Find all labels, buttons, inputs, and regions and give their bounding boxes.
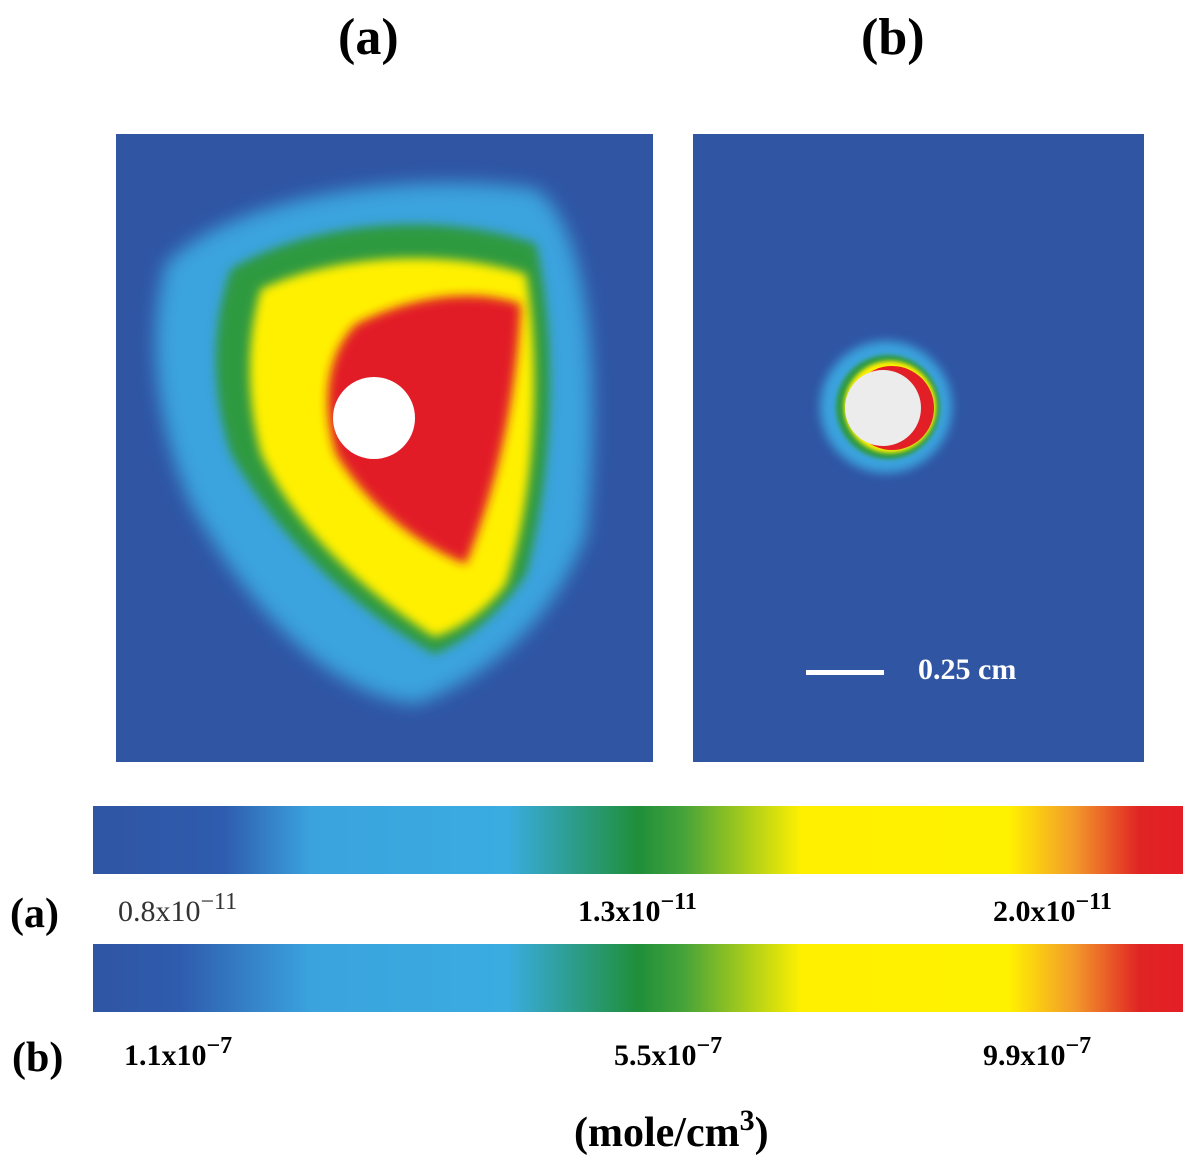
- panel-b-title: (b): [861, 9, 925, 66]
- concentration-map-b: [693, 134, 1144, 762]
- colorbar-a-tick-mid: 1.3x10−11: [578, 889, 697, 928]
- colorbar-b: [93, 944, 1183, 1012]
- panel-a-title: (a): [338, 9, 399, 66]
- map-b-electrode: [845, 370, 921, 446]
- map-a-red-region: [327, 295, 521, 564]
- colorbar-a-tick-max: 2.0x10−11: [993, 889, 1112, 928]
- concentration-map-a: [116, 134, 653, 762]
- colorbar-b-label: (b): [12, 1035, 64, 1081]
- colorbar-a-tick-min: 0.8x10−11: [118, 889, 238, 928]
- units-label: (mole/cm3): [574, 1104, 769, 1156]
- colorbar-b-tick-max: 9.9x10−7: [983, 1033, 1092, 1072]
- colorbar-a-label: (a): [10, 891, 59, 937]
- colorbar-a: [93, 806, 1183, 874]
- colorbar-b-tick-min: 1.1x10−7: [124, 1033, 233, 1072]
- colorbar-b-tick-mid: 5.5x10−7: [614, 1033, 723, 1072]
- scale-bar-label: 0.25 cm: [918, 653, 1017, 686]
- map-a-electrode: [333, 377, 415, 459]
- scale-bar: [806, 670, 884, 675]
